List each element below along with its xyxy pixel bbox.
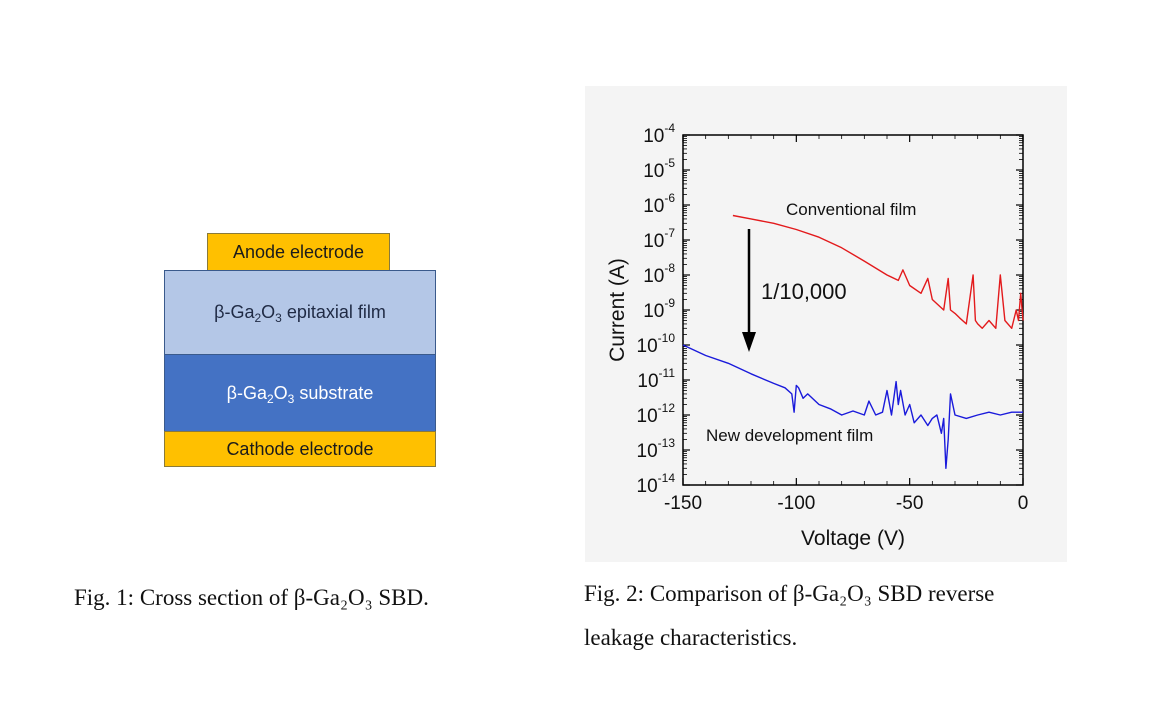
y-tick-base: 10 (637, 476, 658, 497)
cathode-electrode-layer: Cathode electrode (164, 431, 436, 467)
x-tick-label: -50 (896, 493, 923, 514)
sub-label-sub1: 2 (266, 391, 274, 406)
y-tick-exponent: -6 (664, 191, 675, 205)
sub-label-mid: O (273, 382, 288, 403)
y-tick-base: 10 (643, 126, 664, 147)
y-tick-label: 10-4 (643, 121, 675, 147)
epitaxial-film-layer: β-Ga2O3 epitaxial film (164, 270, 436, 355)
y-tick-label: 10-7 (643, 226, 675, 252)
x-tick-label: 0 (1018, 493, 1029, 514)
fig2-caption: Fig. 2: Comparison of β-Ga₂O₃ SBD revers… (584, 572, 1070, 660)
fig2-caption-line1: Fig. 2: Comparison of β-Ga₂O₃ SBD revers… (584, 581, 995, 606)
y-tick-base: 10 (637, 371, 658, 392)
substrate-layer: β-Ga2O3 substrate (164, 354, 436, 432)
y-tick-base: 10 (643, 161, 664, 182)
sub-label-prefix: β-Ga (226, 382, 267, 403)
reduction-arrow-head (742, 332, 756, 352)
y-tick-label: 10-14 (637, 471, 676, 497)
y-tick-base: 10 (637, 406, 658, 427)
y-tick-exponent: -14 (658, 471, 676, 485)
y-tick-exponent: -12 (658, 401, 676, 415)
y-axis-label: Current (A) (606, 258, 629, 362)
x-axis-label: Voltage (V) (801, 527, 905, 550)
y-tick-base: 10 (643, 301, 664, 322)
y-tick-exponent: -8 (664, 261, 675, 275)
substrate-label: β-Ga2O3 substrate (226, 382, 374, 406)
anode-electrode-layer: Anode electrode (207, 233, 390, 271)
new-development-film-line (682, 344, 1023, 469)
y-tick-base: 10 (643, 231, 664, 252)
y-tick-label: 10-10 (637, 331, 676, 357)
epi-label-suffix: epitaxial film (281, 302, 386, 322)
x-tick-label: -100 (777, 493, 815, 514)
sub-label-sub2: 3 (287, 391, 295, 406)
y-tick-label: 10-12 (637, 401, 676, 427)
conventional-film-line (732, 214, 1024, 329)
y-tick-base: 10 (637, 336, 658, 357)
epi-label-sub2: 3 (275, 311, 282, 325)
y-tick-label: 10-11 (637, 366, 675, 392)
new-development-film-label: New development film (706, 426, 873, 445)
cathode-label: Cathode electrode (226, 438, 374, 459)
sub-label-suffix: substrate (294, 382, 374, 403)
y-tick-label: 10-6 (643, 191, 675, 217)
y-tick-base: 10 (643, 196, 664, 217)
x-tick-label: -150 (664, 493, 702, 514)
y-tick-exponent: -13 (658, 436, 676, 450)
y-tick-label: 10-13 (637, 436, 676, 462)
y-tick-base: 10 (643, 266, 664, 287)
epi-label-prefix: β-Ga (214, 302, 255, 322)
epi-label-mid: O (261, 302, 276, 322)
y-tick-exponent: -4 (664, 121, 675, 135)
fig1-caption: Fig. 1: Cross section of β-Ga₂O₃ SBD. (74, 585, 429, 610)
y-tick-base: 10 (637, 441, 658, 462)
epitaxial-label: β-Ga2O3 epitaxial film (214, 302, 386, 325)
cross-section-figure: Anode electrode β-Ga2O3 epitaxial film β… (164, 233, 436, 468)
y-tick-exponent: -5 (664, 156, 675, 170)
y-tick-exponent: -9 (664, 296, 675, 310)
y-tick-exponent: -10 (658, 331, 676, 345)
y-tick-label: 10-5 (643, 156, 675, 182)
anode-label: Anode electrode (232, 241, 365, 262)
y-tick-exponent: -11 (659, 366, 676, 380)
conventional-film-label: Conventional film (786, 200, 916, 219)
fig2-caption-line2: leakage characteristics. (584, 625, 798, 650)
epi-label-sub1: 2 (254, 311, 262, 325)
reduction-annotation: 1/10,000 (761, 279, 847, 304)
y-tick-label: 10-8 (643, 261, 675, 287)
y-tick-exponent: -7 (664, 226, 675, 240)
y-tick-label: 10-9 (643, 296, 675, 322)
